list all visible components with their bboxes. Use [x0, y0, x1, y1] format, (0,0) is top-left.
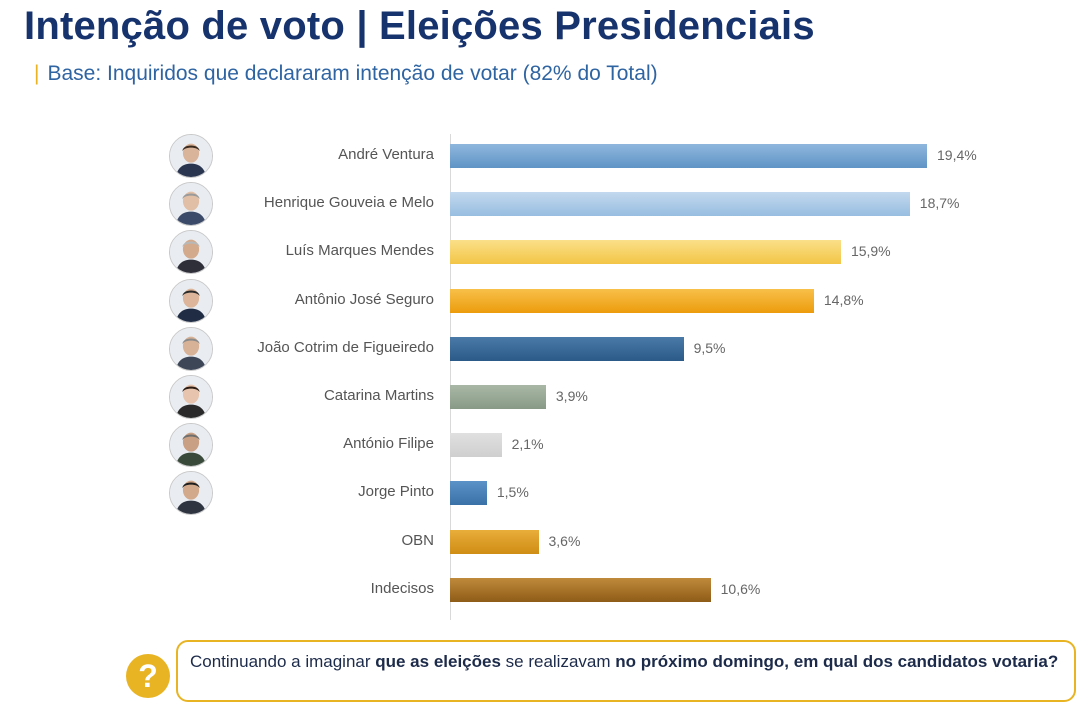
bar [450, 240, 841, 265]
chart-row: André Ventura 19,4% [0, 132, 1092, 180]
value-label: 10,6% [720, 580, 761, 597]
category-label: Henrique Gouveia e Melo [263, 194, 434, 212]
chart-row: Catarina Martins 3,9% [0, 373, 1092, 421]
value-label: 15,9% [850, 243, 891, 260]
category-label: OBN [401, 531, 434, 549]
bar [450, 385, 546, 409]
chart-row: Antônio José Seguro 14,8% [0, 277, 1092, 325]
value-label: 1,5% [496, 484, 529, 501]
category-label: Catarina Martins [323, 387, 434, 404]
avatar [169, 423, 213, 468]
question-bold-2: no próximo domingo, em qual dos candidat… [615, 652, 1059, 671]
value-label: 18,7% [919, 195, 960, 212]
value-label: 19,4% [937, 147, 977, 163]
bar [450, 192, 910, 217]
chart-axis-line [450, 134, 451, 620]
avatar [169, 471, 213, 516]
chart-row: Luís Marques Mendes 15,9% [0, 228, 1092, 276]
survey-question-box: Continuando a imaginar que as eleições s… [176, 640, 1076, 702]
bar [450, 577, 711, 602]
page-subtitle: | Base: Inquiridos que declararam intençã… [34, 62, 658, 86]
value-label: 9,5% [693, 339, 726, 356]
category-label: Jorge Pinto [358, 483, 434, 501]
page-title: Intenção de voto | Eleições Presidenciai… [24, 4, 815, 48]
question-text-1: Continuando a imaginar [190, 652, 376, 671]
bar [450, 433, 502, 458]
question-bold-1: que as eleições [375, 652, 501, 671]
category-label: Luís Marques Mendes [285, 242, 434, 260]
bar-chart: André Ventura 19,4% Henrique Gouveia e Mel… [0, 120, 1092, 620]
bar [450, 144, 927, 168]
value-label: 2,1% [511, 436, 544, 453]
avatar [169, 375, 213, 419]
chart-row: Henrique Gouveia e Melo 18,7% [0, 180, 1092, 228]
category-label: André Ventura [338, 146, 434, 163]
chart-row: João Cotrim de Figueiredo 9,5% [0, 325, 1092, 373]
question-mark-icon: ? [126, 654, 170, 698]
value-label: 14,8% [823, 291, 864, 308]
bar [450, 288, 814, 313]
subtitle-marker: | [34, 62, 40, 85]
value-label: 3,9% [555, 388, 588, 404]
avatar [169, 134, 213, 178]
subtitle-text: Base: Inquiridos que declararam intenção… [47, 62, 658, 85]
value-label: 3,6% [548, 532, 581, 549]
chart-row: Indecisos 10,6% [0, 566, 1092, 614]
chart-row: António Filipe 2,1% [0, 421, 1092, 469]
avatar [169, 230, 213, 275]
bar [450, 529, 539, 554]
question-text-2: se realizavam [500, 652, 616, 671]
category-label: João Cotrim de Figueiredo [257, 338, 434, 356]
category-label: Antônio José Seguro [294, 290, 434, 308]
bar [450, 336, 684, 361]
category-label: António Filipe [343, 435, 434, 453]
avatar [169, 182, 213, 227]
bar [450, 481, 487, 506]
chart-row: Jorge Pinto 1,5% [0, 469, 1092, 517]
category-label: Indecisos [370, 579, 434, 597]
chart-row: OBN 3,6% [0, 518, 1092, 566]
avatar [169, 326, 213, 371]
avatar [169, 278, 213, 323]
